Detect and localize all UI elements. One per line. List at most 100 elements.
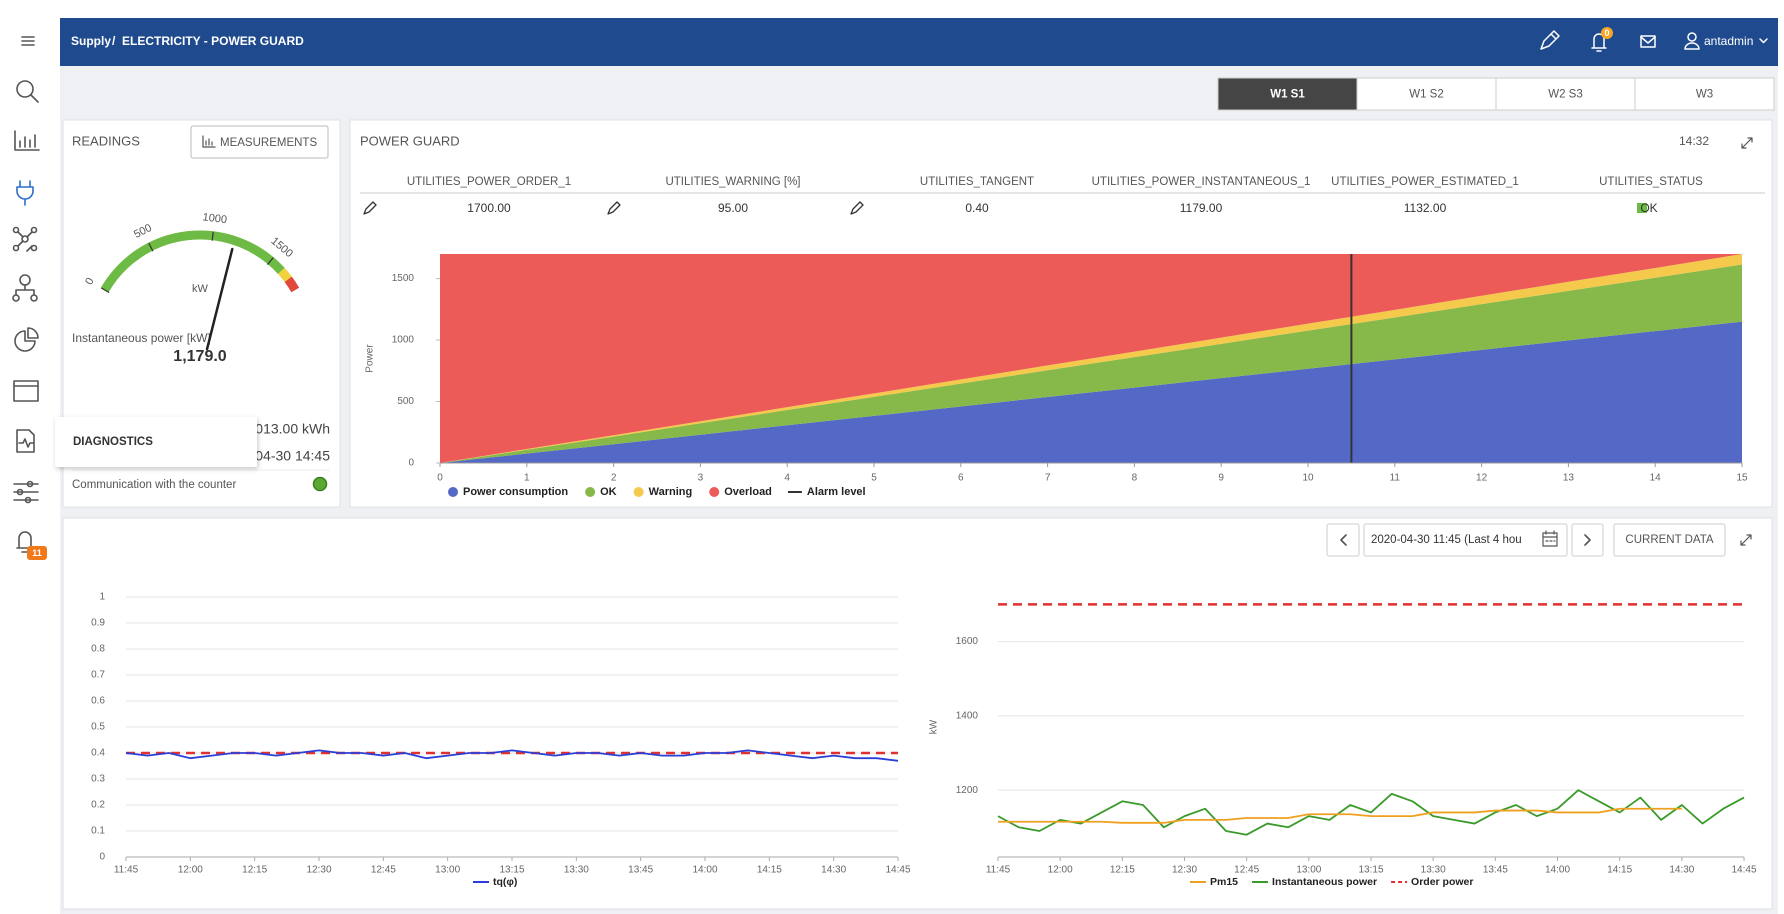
tab-label[interactable]: W1 S2 [1409,89,1444,101]
x-tick-label: 12:00 [1048,865,1073,876]
legend-label[interactable]: OK [600,486,617,498]
table-value: 95.00 [718,201,748,215]
gauge-tick-label: 1000 [202,211,228,226]
top-bar [60,18,1778,66]
legend-label[interactable]: Alarm level [807,486,866,498]
measurements-label[interactable]: MEASUREMENTS [220,137,317,149]
communication-label: Communication with the counter [72,479,236,491]
x-tick-label: 13:15 [499,865,524,876]
legend-label[interactable]: tq(φ) [493,876,517,888]
menu-icon[interactable] [21,36,35,46]
previous-button[interactable] [1326,523,1360,557]
x-tick-label: 12:30 [1172,865,1197,876]
table-value: OK [1640,201,1657,215]
alarms-count: 11 [32,548,42,558]
x-tick-label: 14:15 [757,865,782,876]
x-tick-label: 12:00 [178,865,203,876]
notifications-count: 0 [1604,28,1609,38]
table-header: UTILITIES_POWER_ESTIMATED_1 [1331,176,1519,188]
analytics-icon[interactable] [14,327,39,352]
network-icon[interactable] [12,226,38,252]
edit-icon[interactable] [1540,30,1560,50]
table-value: 0.40 [965,201,989,215]
x-tick-label: 6 [958,473,964,484]
tab[interactable] [1634,77,1775,111]
breadcrumb-root[interactable]: Supply [71,34,111,48]
mail-icon[interactable] [1640,35,1656,48]
settings-icon[interactable] [13,480,39,504]
notifications-badge [1601,27,1613,39]
edit-order[interactable] [363,201,377,215]
gauge-band [277,267,292,283]
y-tick-label: 0.2 [91,800,105,811]
y-tick-label: 1 [99,592,105,603]
x-tick-label: 11:45 [986,865,1011,876]
x-tick-label: 13:30 [1421,865,1446,876]
line-series [125,749,899,762]
x-tick-label: 2 [611,473,617,484]
supply-icon[interactable] [16,180,34,206]
gauge-needle [205,247,234,351]
area [440,254,1742,463]
legend-label[interactable]: Power consumption [463,486,568,498]
tab-label[interactable]: W1 S1 [1270,89,1305,101]
user-icon[interactable] [1684,32,1700,50]
edit-warning[interactable] [607,201,621,215]
x-tick-label: 7 [1045,473,1051,484]
x-tick-label: 12:15 [1110,865,1135,876]
tooltip [55,417,257,467]
next-button[interactable] [1571,523,1604,557]
legend-label[interactable]: Warning [649,486,693,498]
notifications-icon[interactable] [1591,33,1607,52]
x-tick-label: 13 [1563,473,1575,484]
tab-label[interactable]: W2 S3 [1548,89,1583,101]
x-tick-label: 12:45 [1234,865,1259,876]
readings-title: READINGS [72,133,140,148]
tab[interactable] [1217,77,1358,111]
tab-label[interactable]: W3 [1696,89,1713,101]
x-tick-label: 12 [1476,473,1488,484]
gauge-tick [148,242,154,252]
x-tick-label: 12:15 [242,865,267,876]
x-tick-label: 9 [1218,473,1224,484]
search-icon[interactable] [16,80,39,103]
table-header: UTILITIES_POWER_INSTANTANEOUS_1 [1092,176,1311,188]
gauge-tick [267,257,274,265]
line-series [997,789,1745,836]
x-tick-label: 12:45 [371,865,396,876]
previous-icon [1340,534,1347,546]
x-tick-label: 10 [1302,473,1314,484]
user-name[interactable]: antadmin [1704,34,1753,48]
legend-marker [709,487,720,497]
legend-label[interactable]: Order power [1411,876,1473,888]
edit-tangent[interactable] [850,201,864,215]
legend-label[interactable]: Pm15 [1210,876,1238,888]
x-tick-label: 4 [784,473,790,484]
current-data-label[interactable]: CURRENT DATA [1625,534,1714,546]
y-axis-label: Power [365,344,376,373]
reports-icon[interactable] [14,130,40,151]
legend-marker [448,487,458,497]
calendar-icon[interactable] [1542,530,1558,547]
x-tick-label: 13:15 [1358,865,1383,876]
y-tick-label: 0.4 [91,748,105,759]
breadcrumb-page: ELECTRICITY - POWER GUARD [122,34,304,48]
y-tick-label: 0 [99,852,105,863]
x-tick-label: 13:45 [1483,865,1508,876]
measurements-button[interactable] [190,125,329,159]
user-menu-chevron[interactable] [1759,38,1768,44]
date-range-input[interactable] [1363,523,1568,557]
current-data-button[interactable] [1613,523,1726,557]
hierarchy-icon[interactable] [12,274,38,302]
expand-icon[interactable] [1741,137,1753,149]
tab[interactable] [1356,77,1497,111]
history-expand-icon[interactable] [1740,534,1752,546]
x-tick-label: 14:45 [885,865,910,876]
legend-label[interactable]: Instantaneous power [1272,876,1377,888]
y-axis-label: kW [929,719,940,734]
legend-label[interactable]: Overload [724,486,772,498]
diagnostics-icon[interactable] [16,429,35,453]
gauge-tick [100,287,110,294]
window-icon[interactable] [13,380,39,402]
